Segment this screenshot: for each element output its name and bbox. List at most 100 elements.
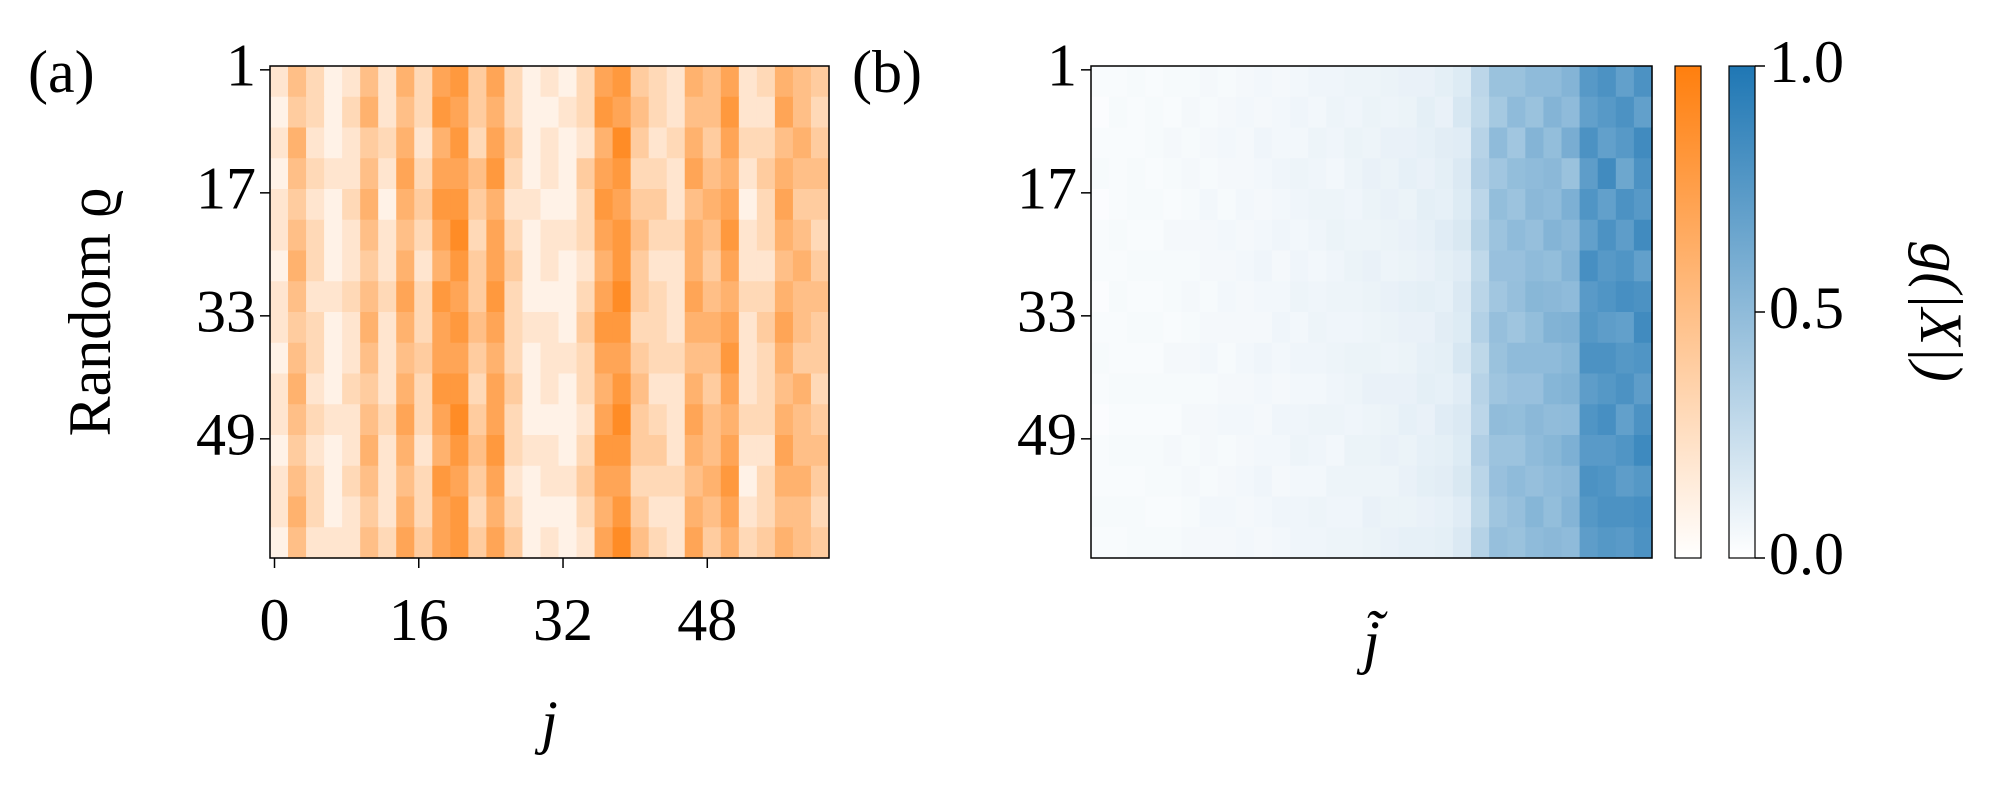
heatmap-cell [810, 281, 830, 313]
heatmap-cell [450, 404, 469, 436]
heatmap-cell [1416, 189, 1436, 221]
heatmap-cell [1452, 96, 1472, 129]
heatmap-cell [1127, 219, 1146, 252]
heatmap-cell [486, 404, 506, 436]
heatmap-cell [1235, 219, 1255, 252]
heatmap-cell [666, 373, 686, 405]
heatmap-cell [756, 96, 776, 129]
heatmap-cell [450, 281, 469, 313]
heatmap-cell [666, 96, 686, 129]
heatmap-cell [432, 219, 451, 252]
heatmap-cell [342, 465, 361, 498]
heatmap-cell [306, 189, 325, 221]
heatmap-cell [360, 496, 379, 528]
heatmap-cell [540, 189, 560, 221]
heatmap-cell [684, 219, 704, 252]
heatmap-cell [666, 158, 686, 190]
heatmap-cell [594, 342, 614, 375]
heatmap-cell [1452, 496, 1472, 528]
heatmap-cell [522, 373, 542, 405]
heatmap-cell [306, 373, 325, 405]
heatmap-cell [630, 373, 650, 405]
heatmap-cell [324, 435, 343, 467]
heatmap-cell [1471, 96, 1490, 129]
heatmap-cell [396, 527, 415, 559]
heatmap-cell [1127, 127, 1146, 159]
heatmap-cell [1199, 158, 1219, 190]
heatmap-cell [666, 250, 686, 282]
x-axis-label: j̃ [1356, 609, 1388, 675]
heatmap-cell [576, 250, 596, 282]
heatmap-cell [720, 312, 740, 344]
heatmap-cell [450, 496, 469, 528]
heatmap-cell [1561, 404, 1581, 436]
heatmap-cell [360, 96, 379, 129]
heatmap-cell [1471, 373, 1490, 405]
heatmap-cell [792, 281, 812, 313]
heatmap-cell [1235, 373, 1255, 405]
heatmap-cell [1615, 465, 1635, 498]
heatmap-cell [702, 435, 722, 467]
heatmap-cell [1091, 127, 1110, 159]
heatmap-cell [1579, 127, 1599, 159]
heatmap-cell [648, 465, 668, 498]
x-tick-label: 48 [677, 587, 737, 653]
heatmap-cell [738, 66, 758, 98]
heatmap-cell [1597, 127, 1617, 159]
heatmap-cell [612, 465, 632, 498]
heatmap-cell [1109, 158, 1128, 190]
y-tick-label: 33 [196, 279, 256, 345]
heatmap-cell [1344, 127, 1364, 159]
heatmap-cell [450, 189, 469, 221]
heatmap-cell [396, 66, 415, 98]
heatmap-cell [648, 281, 668, 313]
heatmap-cell [1452, 404, 1472, 436]
heatmap-cell [432, 435, 451, 467]
heatmap-cell [1525, 496, 1545, 528]
heatmap-cell [1434, 527, 1454, 559]
heatmap-cell [432, 404, 451, 436]
heatmap-cell [1507, 250, 1526, 282]
heatmap-cell [1181, 250, 1201, 282]
heatmap-cell [666, 66, 686, 98]
heatmap-cell [1163, 96, 1183, 129]
heatmap-cell [1271, 496, 1291, 528]
heatmap-cell [1271, 219, 1291, 252]
heatmap-cell [1271, 527, 1291, 559]
heatmap-cell [342, 127, 361, 159]
heatmap-cell [1271, 158, 1291, 190]
heatmap-cell [1398, 496, 1418, 528]
heatmap-cell [1271, 250, 1291, 282]
heatmap-cell [324, 219, 343, 252]
heatmap-cell [1416, 158, 1436, 190]
heatmap-cell [1633, 496, 1653, 528]
heatmap-cell [1127, 496, 1146, 528]
heatmap-cell [1109, 527, 1128, 559]
heatmap-cell [1452, 373, 1472, 405]
heatmap-cell [1561, 342, 1581, 375]
heatmap-cell [540, 342, 560, 375]
heatmap-cell [612, 189, 632, 221]
heatmap-cell [1579, 373, 1599, 405]
heatmap-cell [342, 373, 361, 405]
heatmap-cell [666, 281, 686, 313]
heatmap-cell [648, 373, 668, 405]
heatmap-cell [1217, 281, 1237, 313]
heatmap-cell [360, 312, 379, 344]
heatmap-cell [432, 127, 451, 159]
heatmap-cell [1109, 219, 1128, 252]
heatmap-cell [1398, 527, 1418, 559]
heatmap-cell [792, 527, 812, 559]
heatmap-cell [702, 312, 722, 344]
heatmap-cell [666, 219, 686, 252]
heatmap-cell [1145, 281, 1164, 313]
heatmap-cell [504, 496, 524, 528]
heatmap-cell [612, 158, 632, 190]
heatmap-cell [378, 96, 397, 129]
heatmap-cell [1380, 496, 1400, 528]
heatmap-cell [1217, 435, 1237, 467]
heatmap-cell [450, 219, 469, 252]
heatmap-cell [1199, 281, 1219, 313]
heatmap-cell [324, 127, 343, 159]
